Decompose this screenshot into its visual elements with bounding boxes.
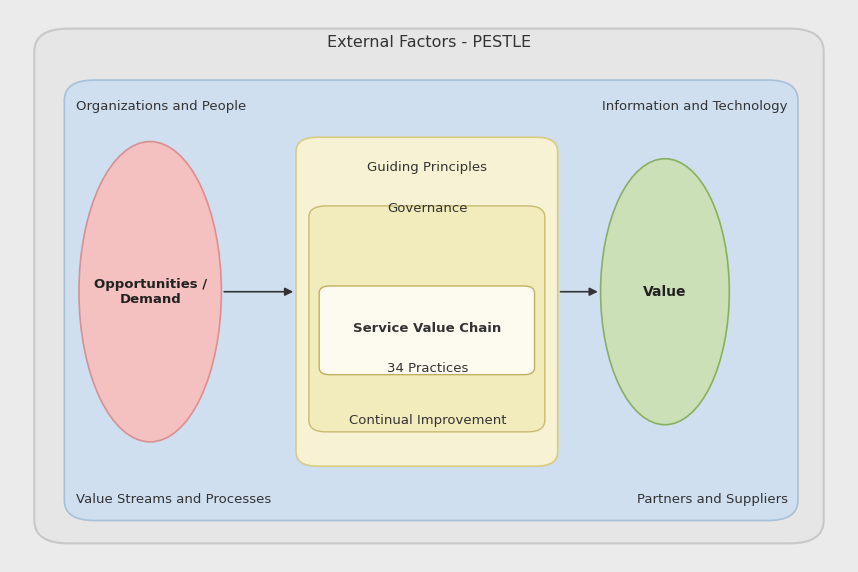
Text: Value Streams and Processes: Value Streams and Processes <box>76 493 271 506</box>
Text: Information and Technology: Information and Technology <box>602 100 788 113</box>
Text: 34 Practices: 34 Practices <box>387 363 468 375</box>
Text: Governance: Governance <box>387 202 468 215</box>
Text: Value: Value <box>644 285 686 299</box>
FancyBboxPatch shape <box>309 206 545 432</box>
Text: Continual Improvement: Continual Improvement <box>348 414 506 427</box>
Text: External Factors - PESTLE: External Factors - PESTLE <box>327 35 531 50</box>
Ellipse shape <box>601 159 729 424</box>
FancyBboxPatch shape <box>296 137 558 466</box>
Text: Partners and Suppliers: Partners and Suppliers <box>637 493 788 506</box>
Text: Organizations and People: Organizations and People <box>76 100 245 113</box>
Text: Service Value Chain: Service Value Chain <box>353 323 501 335</box>
FancyBboxPatch shape <box>64 80 798 521</box>
Text: Opportunities /
Demand: Opportunities / Demand <box>94 278 207 305</box>
FancyBboxPatch shape <box>319 286 535 375</box>
Text: Guiding Principles: Guiding Principles <box>367 161 487 173</box>
Ellipse shape <box>79 142 221 442</box>
FancyBboxPatch shape <box>34 29 824 543</box>
